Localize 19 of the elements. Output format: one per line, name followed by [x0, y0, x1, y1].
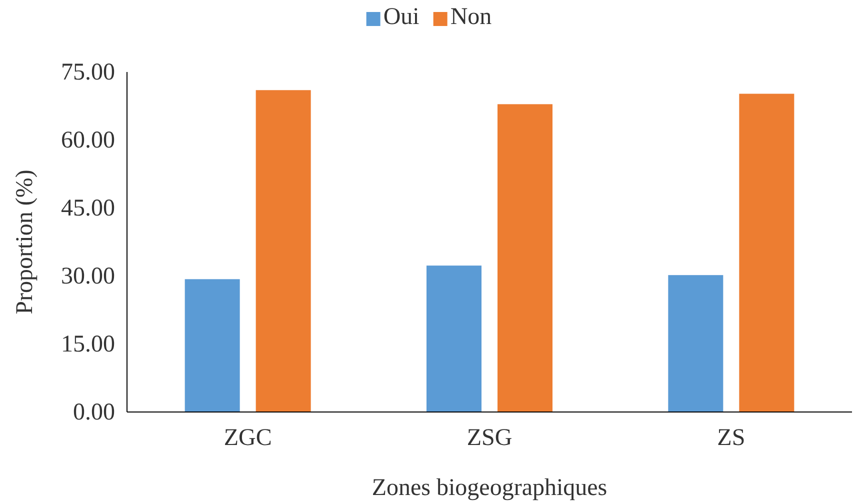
x-tick-label: ZGC	[224, 425, 272, 452]
bar	[256, 90, 311, 412]
y-tick-label: 60.00	[61, 128, 115, 154]
bar	[498, 104, 552, 412]
y-tick-label: 45.00	[61, 196, 115, 222]
y-tick-label: 0.00	[73, 400, 115, 426]
bar	[184, 279, 240, 412]
x-tick-label: ZS	[717, 425, 746, 452]
y-axis-title: Proportion (%)	[12, 170, 38, 314]
y-tick-label: 15.00	[61, 332, 115, 358]
legend-label: Non	[450, 4, 492, 30]
x-axis-title: Zones biogeographiques	[372, 475, 608, 501]
y-tick-label: 75.00	[61, 60, 115, 86]
legend-label: Oui	[383, 4, 420, 30]
bar	[426, 266, 482, 412]
bar	[739, 94, 794, 412]
bar	[668, 275, 724, 412]
x-tick-label: ZSG	[466, 425, 512, 452]
y-tick-label: 30.00	[61, 264, 115, 290]
